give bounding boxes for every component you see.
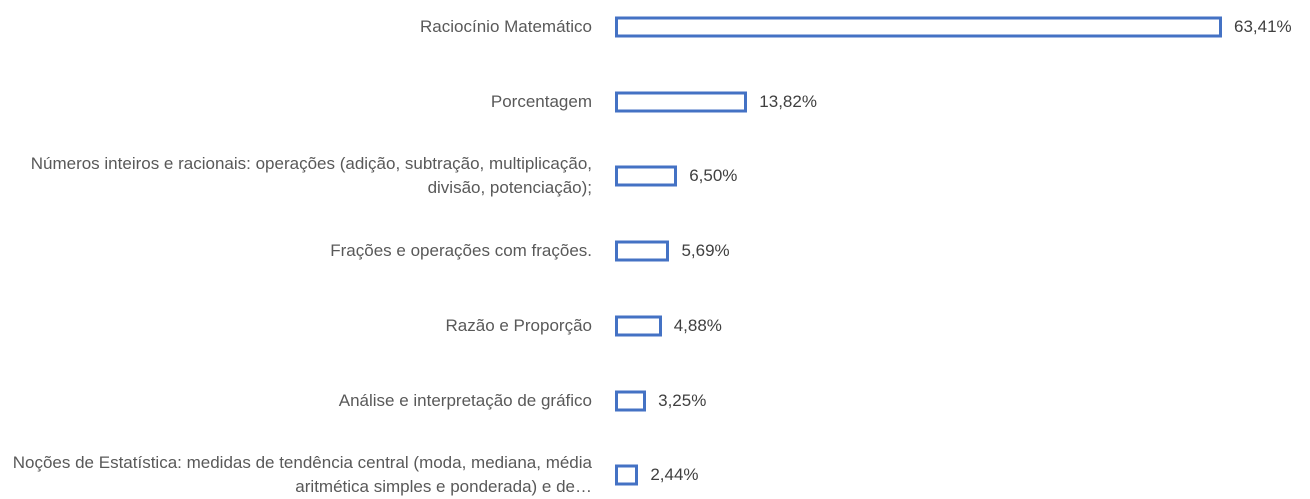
bar (615, 16, 1222, 38)
category-label: Razão e Proporção (445, 315, 592, 335)
bar (615, 91, 748, 113)
category-label: Frações e operações com frações. (330, 241, 592, 261)
value-label: 5,69% (681, 241, 730, 261)
category-label: Números inteiros e racionais: operações … (30, 154, 592, 198)
bar (615, 165, 678, 187)
category-label: Porcentagem (490, 91, 592, 111)
value-label: 13,82% (759, 91, 817, 111)
value-label: 4,88% (673, 315, 722, 335)
value-label: 3,25% (658, 390, 707, 410)
category-label: Noções de Estatística: medidas de tendên… (12, 453, 592, 497)
category-label: Raciocínio Matemático (420, 17, 592, 36)
value-label: 2,44% (650, 465, 699, 485)
bar (615, 464, 639, 486)
category-label: Análise e interpretação de gráfico (338, 390, 592, 410)
bar (615, 240, 670, 262)
value-label: 63,41% (1234, 17, 1292, 36)
value-label: 6,50% (689, 166, 738, 186)
bar (615, 315, 662, 337)
bar (615, 390, 647, 411)
